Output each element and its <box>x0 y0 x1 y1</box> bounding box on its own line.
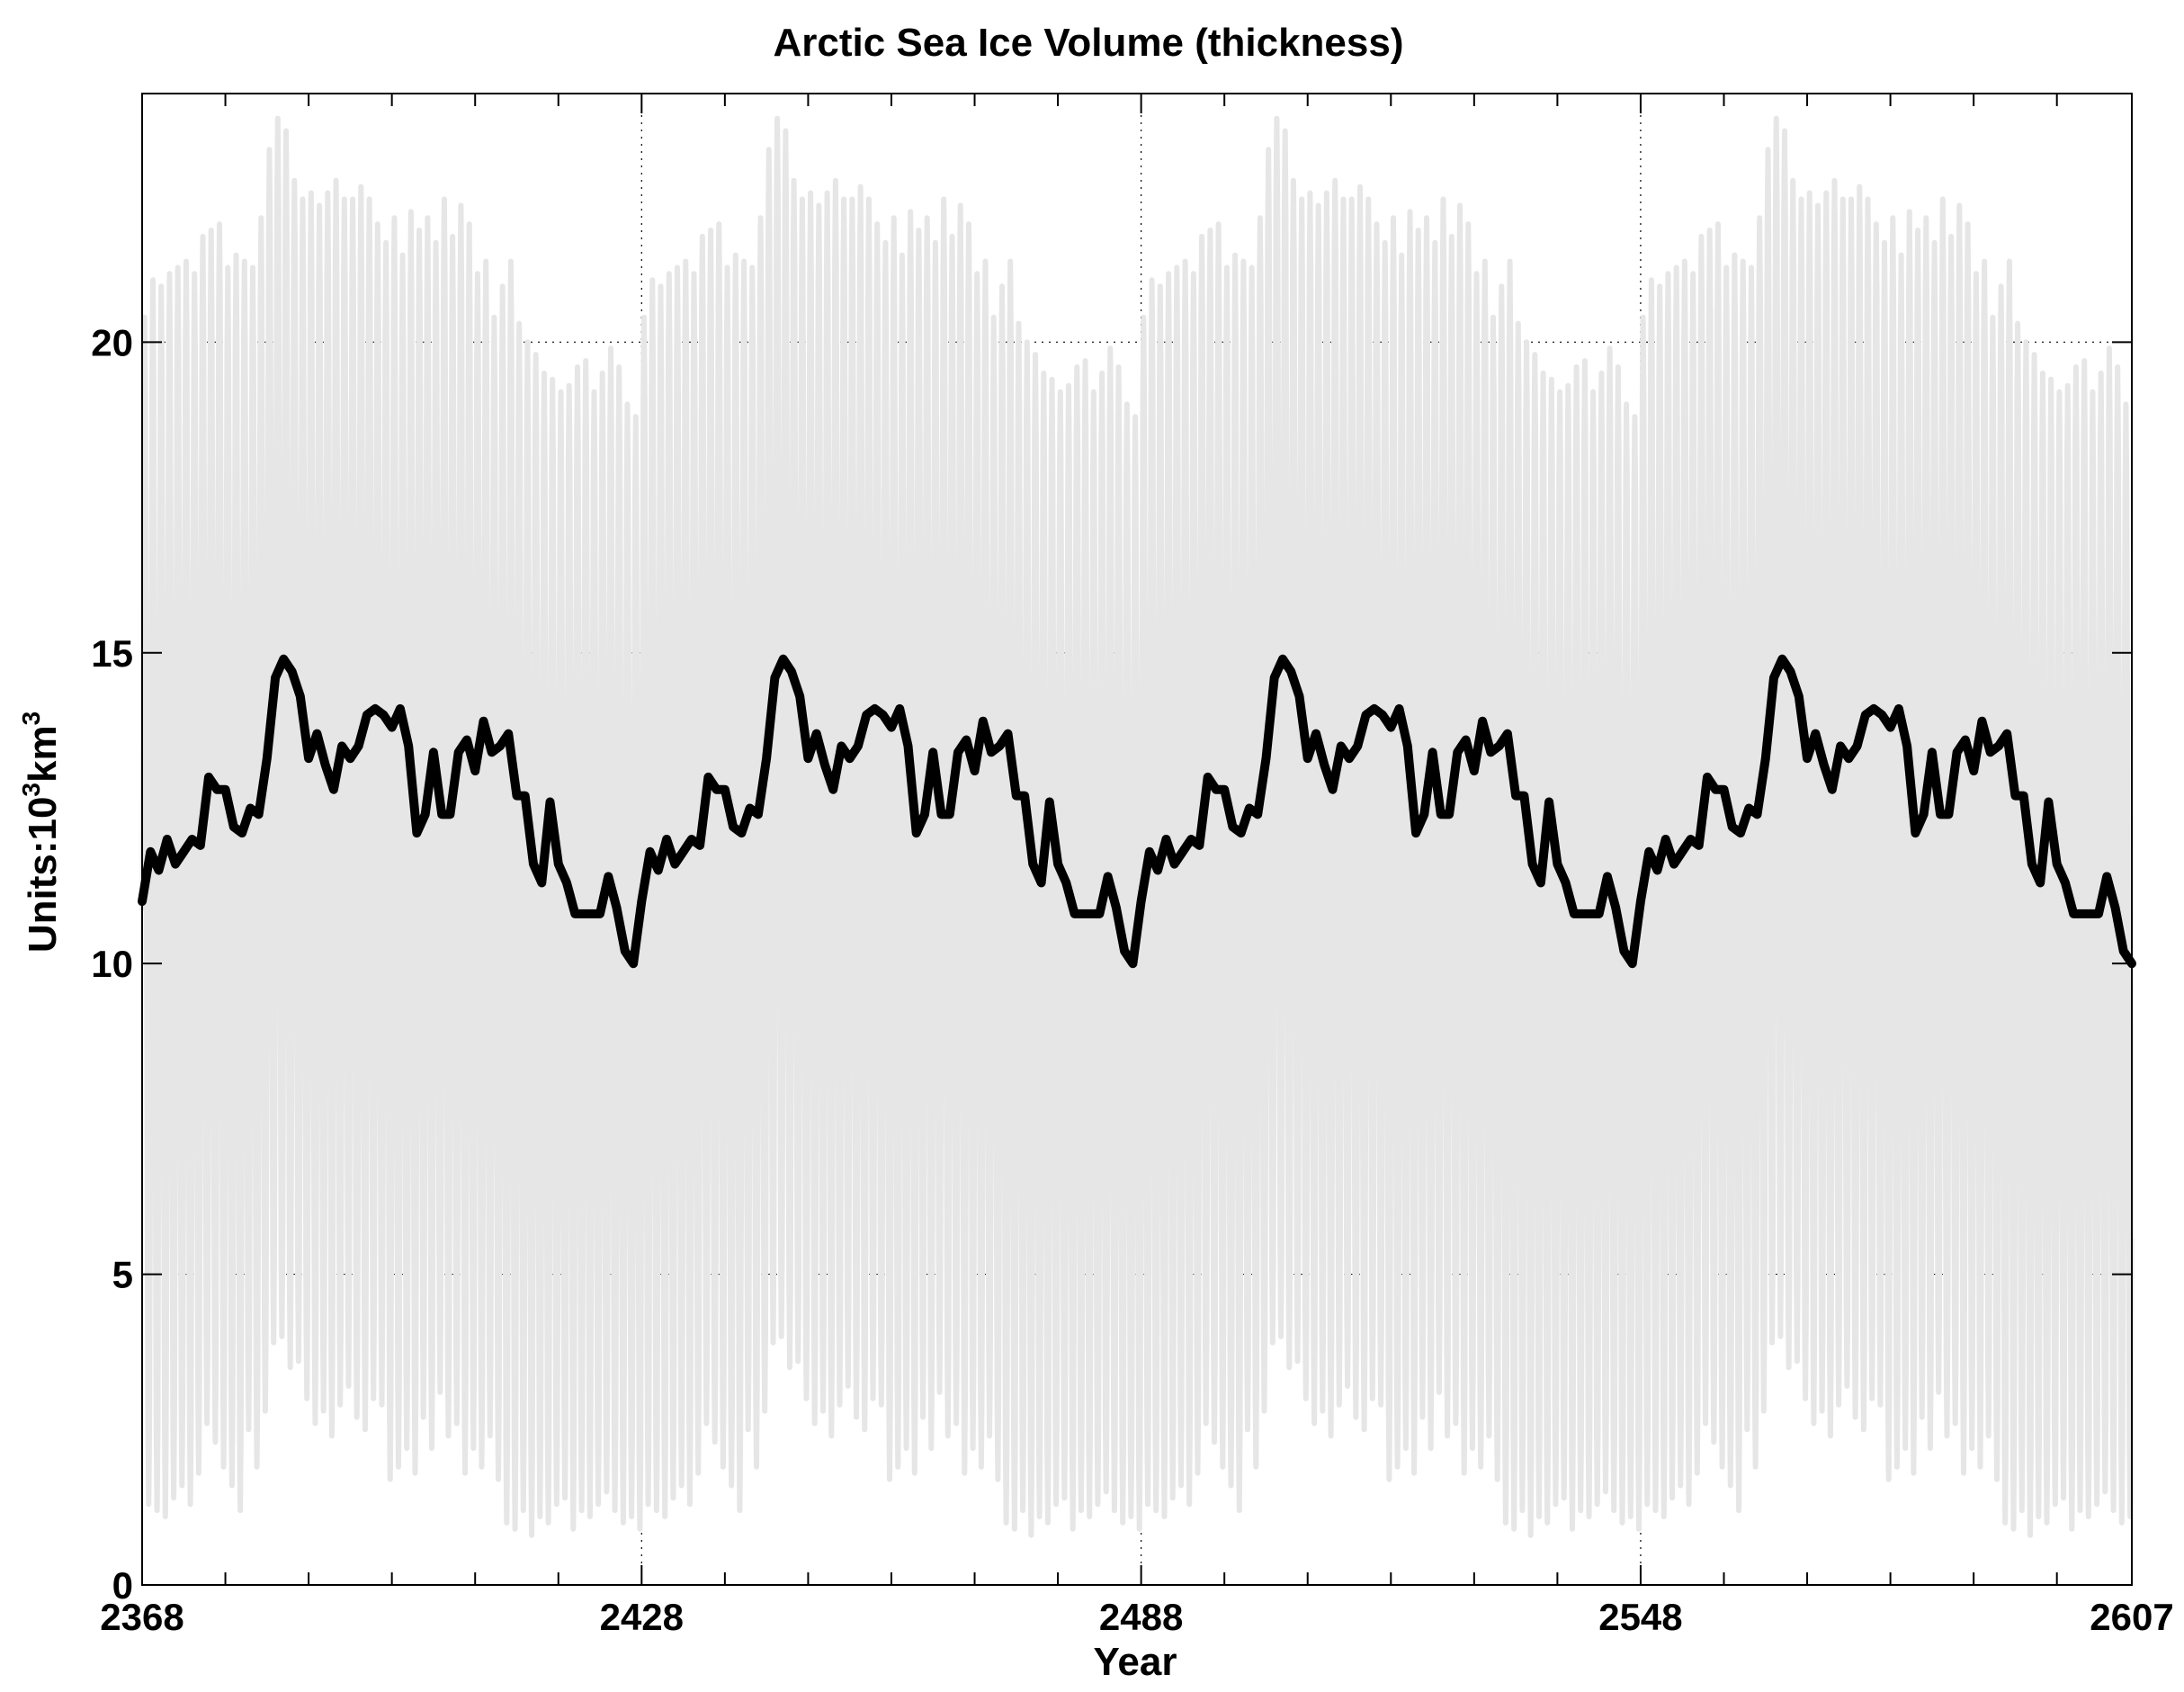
x-tick-label: 2428 <box>600 1596 684 1638</box>
y-tick-label: 10 <box>91 943 133 985</box>
y-axis-label-sup-2: 3 <box>17 712 45 726</box>
x-tick-label: 2548 <box>1598 1596 1682 1638</box>
x-tick-label: 2488 <box>1099 1596 1183 1638</box>
y-tick-label: 20 <box>91 321 133 363</box>
y-tick-label: 0 <box>112 1564 133 1607</box>
y-tick-label: 15 <box>91 632 133 675</box>
y-axis-label-prefix: Units:10 <box>21 797 65 953</box>
x-axis-label: Year <box>1094 1640 1177 1684</box>
x-tick-label: 2607 <box>2090 1596 2173 1638</box>
x-tick-labels: 2368 2428 2488 2548 2607 <box>100 1596 2173 1638</box>
y-axis-label-sup-1: 3 <box>17 783 45 797</box>
y-axis-label: Units:103km3 <box>17 712 65 953</box>
y-tick-labels: 0 5 10 15 20 <box>91 321 133 1607</box>
y-tick-label: 5 <box>112 1254 133 1296</box>
y-axis-label-mid: km <box>21 725 65 783</box>
chart-title: Arctic Sea Ice Volume (thickness) <box>773 21 1403 65</box>
